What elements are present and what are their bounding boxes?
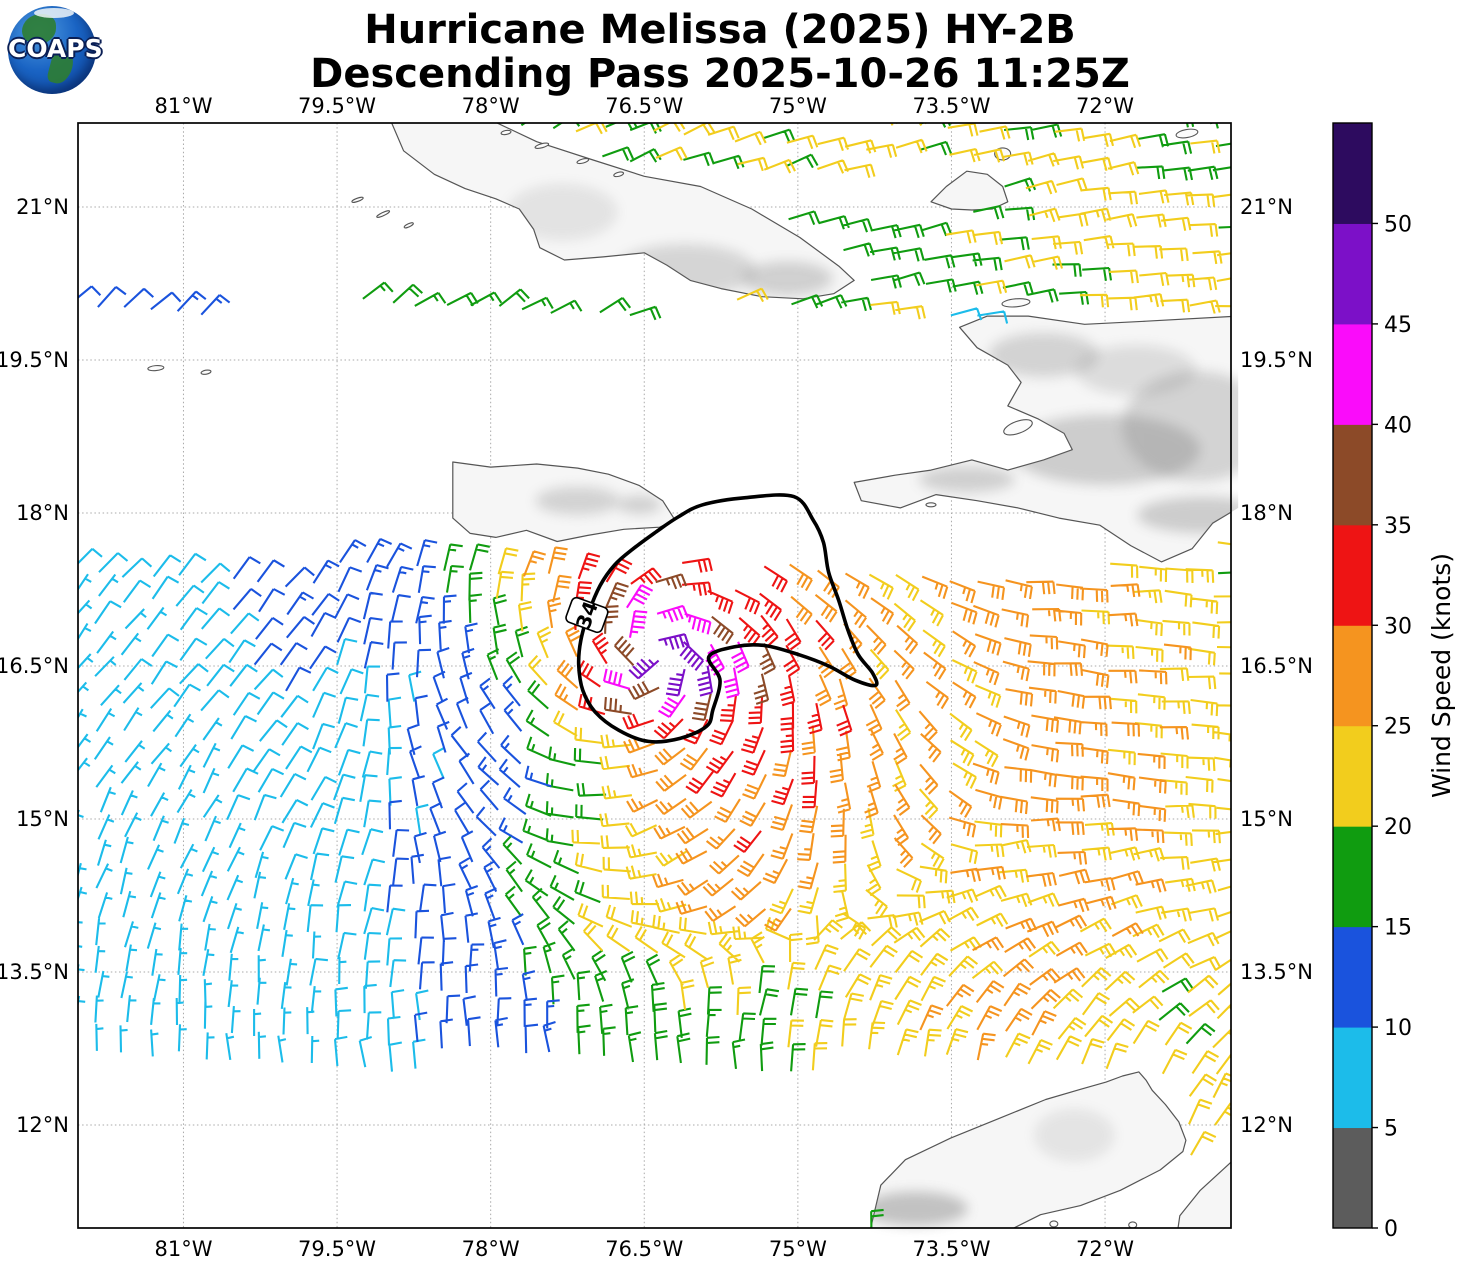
coastline-venezuela_corner [1177, 1161, 1231, 1228]
colorbar-tick-label: 40 [1384, 413, 1412, 438]
lat-tick-label-left: 12°N [16, 1113, 69, 1137]
colorbar-tick-label: 15 [1384, 916, 1412, 941]
lat-tick-label-right: 21°N [1240, 195, 1293, 219]
lat-tick-label-right: 15°N [1240, 807, 1293, 831]
lat-tick-label-left: 16.5°N [0, 654, 69, 678]
islet-ile-a-vache [925, 502, 937, 508]
lon-tick-label-bottom: 73.5°W [912, 1237, 990, 1261]
globe-ice-icon [34, 8, 74, 18]
colorbar-segment [1333, 1127, 1372, 1229]
lat-tick-label-left: 15°N [16, 807, 69, 831]
lon-tick-label-bottom: 75°W [769, 1237, 827, 1261]
lon-tick-label-bottom: 79.5°W [298, 1237, 376, 1261]
colorbar-title: Wind Speed (knots) [1427, 553, 1456, 798]
wind-barbs-#fa0cfa [602, 584, 750, 718]
colorbar-segment [1333, 223, 1372, 325]
colorbar-tick-label: 30 [1384, 614, 1412, 639]
coastlines [147, 123, 1231, 1228]
lat-tick-label-left: 19.5°N [0, 348, 69, 372]
colorbar-segment [1333, 123, 1372, 224]
colorbar-tick-label: 25 [1384, 715, 1412, 740]
colorbar-tick-label: 35 [1384, 514, 1412, 539]
colorbar-segment [1333, 725, 1372, 827]
lat-tick-label-right: 12°N [1240, 1113, 1293, 1137]
islet-jardines-cay-1 [351, 196, 364, 203]
islet-islet-gulf [1128, 1221, 1138, 1228]
colorbar-tick-label: 20 [1384, 815, 1412, 840]
lon-tick-label-top: 76.5°W [605, 94, 683, 118]
colorbar-segment [1333, 524, 1372, 626]
islet-grand-cayman [147, 364, 165, 372]
colorbar-segment [1333, 625, 1372, 727]
islet-gonave [1003, 419, 1033, 436]
colorbar-segment [1333, 926, 1372, 1028]
colorbar-segment [1333, 424, 1372, 526]
islet-caicos [1175, 128, 1199, 139]
lon-tick-label-top: 79.5°W [298, 94, 376, 118]
colorbar-tick-label: 5 [1384, 1117, 1398, 1142]
lat-tick-label-right: 13.5°N [1240, 960, 1313, 984]
globe-continent-icon [22, 14, 56, 44]
coastline-great_inagua [930, 170, 1009, 211]
islet-cayo-2 [534, 142, 550, 149]
islet-jardines-cay-3 [403, 222, 414, 229]
islet-tortue [1001, 298, 1031, 308]
wind-barbs-#8c4a28 [603, 573, 776, 721]
lon-tick-label-top: 78°W [462, 94, 520, 118]
lat-tick-label-right: 18°N [1240, 501, 1293, 525]
islet-cayo-1 [500, 129, 512, 136]
islet-cayman-brac [200, 369, 212, 375]
colorbar-tick-label: 50 [1384, 212, 1412, 237]
islet-cayo-4 [613, 171, 625, 178]
lat-tick-label-left: 13.5°N [0, 960, 69, 984]
wind-barbs-#f5941f [523, 546, 1192, 1061]
axis-tick-labels: 81°W 81°W 79.5°W 79.5°W 78°W 78°W 76.5°W 76.5°W… [0, 94, 1313, 1261]
lon-tick-label-bottom: 72°W [1076, 1237, 1134, 1261]
coastline-guajira_peninsula [870, 1071, 1187, 1228]
lat-tick-label-left: 21°N [16, 195, 69, 219]
lon-tick-label-top: 75°W [769, 94, 827, 118]
islet-islet-sw-gulf [1049, 1220, 1059, 1228]
colorbar-tick-label: 10 [1384, 1016, 1412, 1041]
wind-barbs-#7c10c8 [628, 633, 714, 697]
colorbar-segment [1333, 1027, 1372, 1129]
wind-barbs-#ee1414 [572, 552, 853, 853]
islet-jardines-cay-2 [376, 210, 391, 218]
wind-barbs-#f2cd1d [495, 123, 1231, 1156]
lon-tick-label-bottom: 81°W [154, 1237, 212, 1261]
colorbar-segment [1333, 826, 1372, 928]
title-line-1: Hurricane Melissa (2025) HY-2B [364, 7, 1076, 53]
colorbar-segment [1333, 323, 1372, 425]
wind-barbs-#109c10 [362, 123, 1231, 1228]
coaps-logo: COAPS [8, 6, 103, 94]
map-frame [77, 122, 1232, 1229]
lon-tick-label-top: 81°W [154, 94, 212, 118]
contour-34kt [576, 493, 879, 744]
gridlines [78, 123, 1231, 1228]
lon-tick-label-top: 73.5°W [912, 94, 990, 118]
wind-barbs-#1a53dd [78, 285, 560, 1054]
islet-cayo-3 [576, 158, 590, 165]
coaps-logo-text: COAPS [8, 34, 103, 63]
lon-tick-label-bottom: 78°W [462, 1237, 520, 1261]
lon-tick-label-top: 72°W [1076, 94, 1134, 118]
lon-tick-label-bottom: 76.5°W [605, 1237, 683, 1261]
lat-tick-label-right: 19.5°N [1240, 348, 1313, 372]
colorbar-tick-label: 45 [1384, 313, 1412, 338]
wind-barbs-#1cbcea [78, 307, 1009, 1072]
wind-barbs-layer [78, 123, 1231, 1228]
lat-tick-label-right: 16.5°N [1240, 654, 1313, 678]
colorbar: 0 5 10 15 20 25 30 35 40 45 50 Wind Speed (knots) [1332, 122, 1456, 1242]
colorbar-tick-label: 0 [1384, 1217, 1398, 1242]
lat-tick-label-left: 18°N [16, 501, 69, 525]
title-line-2: Descending Pass 2025-10-26 11:25Z [310, 51, 1130, 97]
figure-title: Hurricane Melissa (2025) HY-2B Descendin… [0, 8, 1440, 96]
